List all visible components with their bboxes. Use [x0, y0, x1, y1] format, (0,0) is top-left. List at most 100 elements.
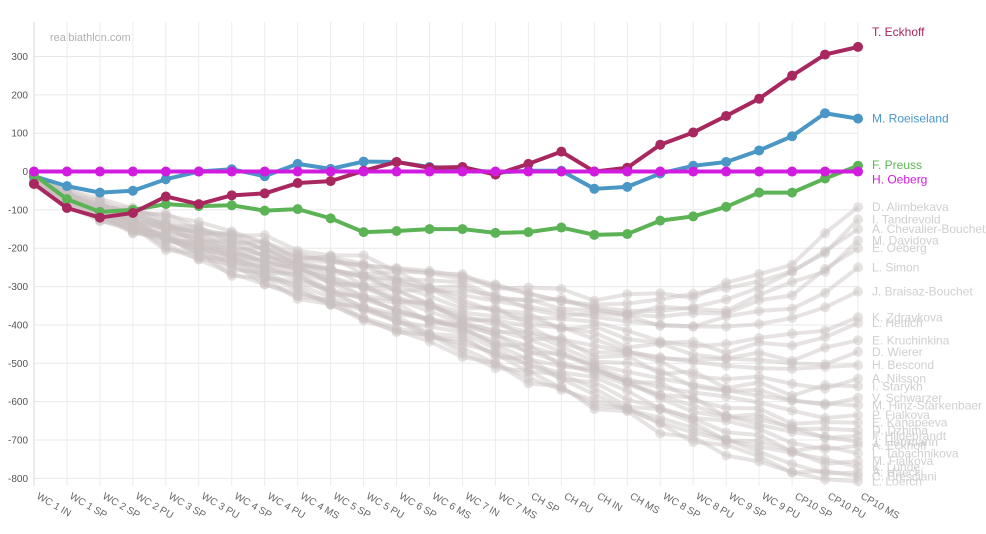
background-series-point [754, 282, 765, 293]
background-series-point [457, 319, 468, 330]
background-series-point [193, 229, 204, 240]
background-series-point [490, 358, 501, 369]
background-series-point [490, 289, 501, 300]
background-series-point [787, 259, 798, 270]
background-series-point [688, 341, 699, 352]
background-series-point [358, 269, 369, 280]
background-series-point [457, 352, 468, 363]
background-series-point [259, 255, 270, 266]
background-series-point [721, 305, 732, 316]
series-point [193, 166, 204, 177]
background-series-point [754, 377, 765, 388]
series-point [688, 166, 699, 177]
series-point [721, 201, 732, 212]
background-series-point [193, 241, 204, 252]
series-point [259, 205, 270, 216]
background-series-point [193, 240, 204, 251]
background-series-line [33, 173, 860, 303]
background-series-point [358, 250, 369, 261]
background-series-point [622, 376, 633, 387]
background-series-point [688, 302, 699, 313]
background-series-point [853, 360, 863, 371]
series-point [490, 166, 501, 177]
background-series-point [556, 324, 567, 335]
background-series-point [424, 284, 435, 295]
background-series-line [33, 180, 859, 444]
background-series-point [754, 423, 765, 434]
background-series-point [325, 277, 336, 288]
background-series-point [853, 235, 863, 246]
background-series-point [127, 222, 138, 233]
background-series-point [622, 289, 633, 300]
background-series-point [391, 285, 402, 296]
background-series-point [853, 410, 863, 421]
background-series-point [721, 347, 732, 358]
background-series-point [853, 335, 863, 346]
background-series-point [490, 279, 501, 290]
background-series-point [655, 369, 666, 380]
background-series-point [226, 243, 237, 254]
background-series-line [33, 182, 859, 476]
background-series-point [820, 325, 831, 336]
background-series-point [853, 431, 863, 442]
background-series-point [424, 329, 435, 340]
background-series-point [556, 337, 567, 348]
x-tick-label: CH IN [595, 491, 624, 514]
background-series-point [160, 232, 171, 243]
background-series-point [391, 275, 402, 286]
background-series-point [523, 282, 534, 293]
background-series-point [853, 471, 863, 482]
background-series-point [622, 404, 633, 415]
background-series-point [457, 338, 468, 349]
series-point [424, 166, 435, 177]
background-series-line [33, 176, 859, 363]
background-series-point [424, 336, 435, 347]
background-series-point [754, 269, 765, 280]
background-series-point [655, 393, 666, 404]
series-point [94, 187, 105, 198]
series-point [226, 166, 237, 177]
background-series-point [226, 265, 237, 276]
background-series-point [325, 264, 336, 275]
background-series-point [589, 356, 600, 367]
background-series-line [33, 175, 860, 329]
background-series-point [754, 390, 765, 401]
background-series-point [787, 438, 798, 449]
background-series-point [622, 379, 633, 390]
background-series-point [589, 333, 600, 344]
background-series-point [688, 413, 699, 424]
background-series-point [259, 243, 270, 254]
background-series-point [523, 340, 534, 351]
background-series-point [721, 391, 732, 402]
background-series-point [160, 228, 171, 239]
background-series-point [424, 331, 435, 342]
y-tick-label: 200 [11, 90, 28, 101]
background-series-point [853, 381, 863, 392]
background-series-point [787, 303, 798, 314]
background-series-point [94, 199, 105, 210]
background-series-point [523, 352, 534, 363]
y-tick-label: 300 [11, 52, 28, 63]
background-series-point [589, 389, 600, 400]
background-series-point [391, 325, 402, 336]
background-series-point [127, 222, 138, 233]
background-series-point [391, 322, 402, 333]
series-point [853, 113, 863, 124]
background-series-point [754, 430, 765, 441]
background-series-point [622, 334, 633, 345]
background-series-point [820, 361, 831, 372]
background-series-point [358, 260, 369, 271]
background-series-label: A. Haecki [872, 466, 923, 480]
series-point [193, 199, 204, 210]
background-series-point [259, 250, 270, 261]
background-series-point [820, 263, 831, 274]
series-point [688, 127, 699, 138]
background-series-point [820, 468, 831, 479]
background-series-point [556, 357, 567, 368]
series-point [622, 181, 633, 192]
background-series-point [160, 238, 171, 249]
background-series-point [193, 247, 204, 258]
background-series-point [160, 219, 171, 230]
background-series-point [622, 406, 633, 417]
